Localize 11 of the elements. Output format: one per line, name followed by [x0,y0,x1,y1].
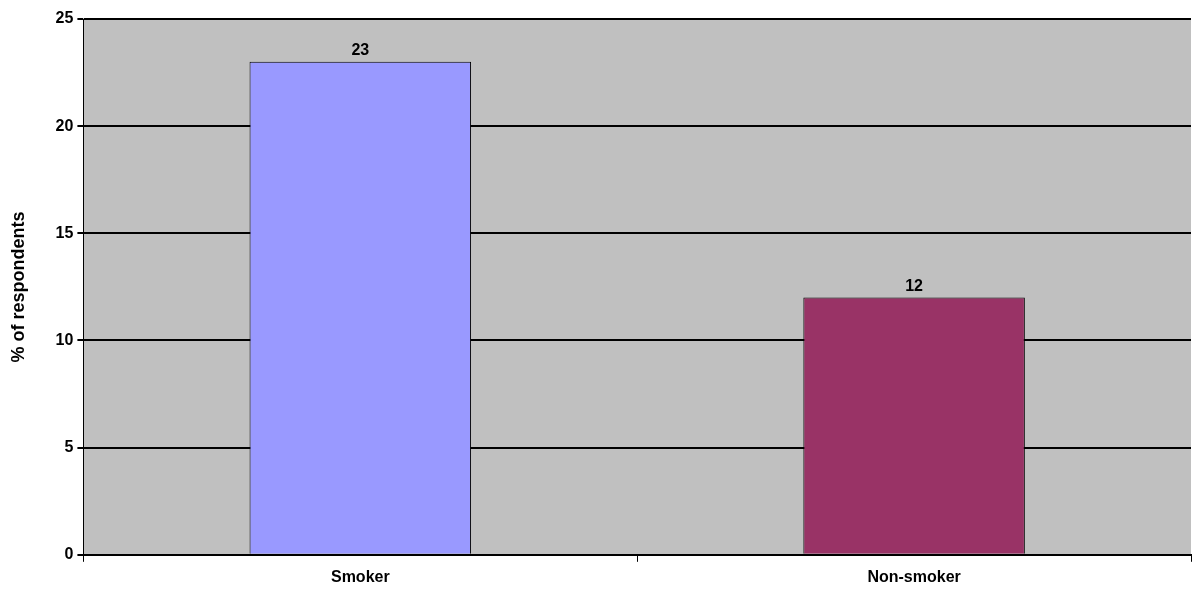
x-tick-label: Smoker [330,567,390,585]
x-tick-label: Non-smoker [867,567,961,585]
y-tick-label: 5 [64,438,74,456]
y-tick-label: 20 [55,116,74,134]
y-tick-label: 15 [55,223,74,241]
y-axis-title: % of respondents [7,211,28,363]
y-tick-label: 0 [64,545,74,563]
data-label: 23 [351,41,370,59]
y-tick-label: 25 [55,9,74,27]
y-tick-label: 10 [55,330,74,348]
data-label: 12 [905,277,924,295]
